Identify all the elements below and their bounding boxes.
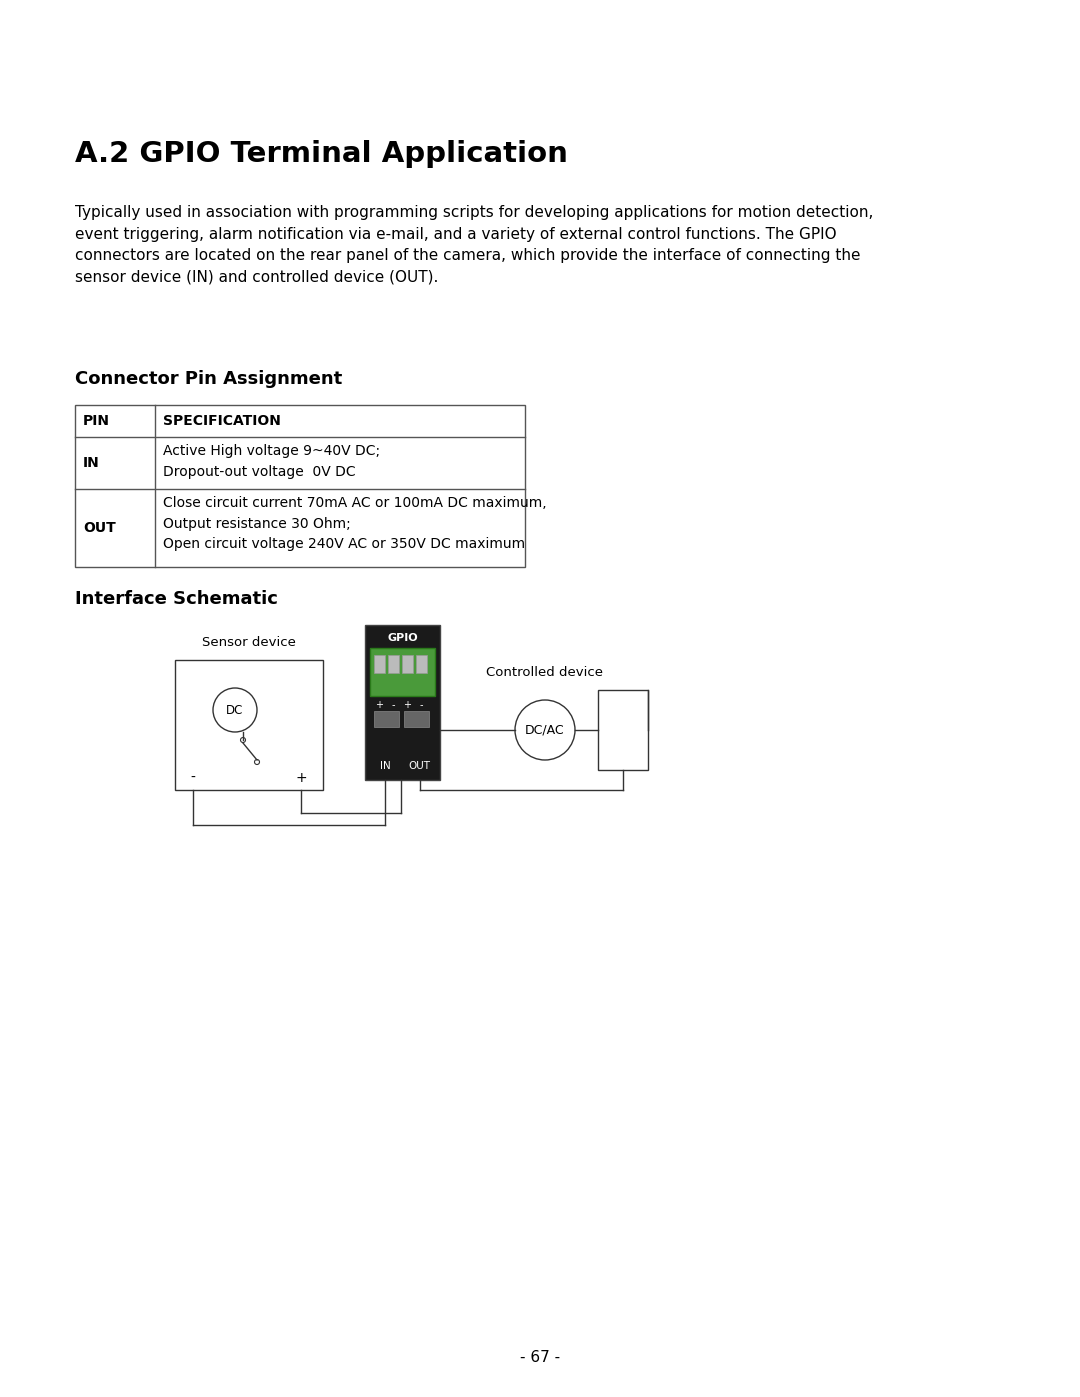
Circle shape xyxy=(213,687,257,732)
Text: DC/AC: DC/AC xyxy=(525,724,565,736)
Bar xyxy=(598,690,648,770)
Bar xyxy=(374,711,399,726)
Text: PIN: PIN xyxy=(83,414,110,427)
Text: +: + xyxy=(404,700,411,710)
Text: A.2 GPIO Terminal Application: A.2 GPIO Terminal Application xyxy=(75,140,568,168)
Bar xyxy=(402,655,413,673)
Circle shape xyxy=(255,760,259,764)
Text: Interface Schematic: Interface Schematic xyxy=(75,590,278,608)
Text: Connector Pin Assignment: Connector Pin Assignment xyxy=(75,370,342,388)
Text: - 67 -: - 67 - xyxy=(519,1351,561,1365)
Text: Controlled device: Controlled device xyxy=(486,665,604,679)
Text: -: - xyxy=(420,700,423,710)
Text: IN: IN xyxy=(380,761,391,771)
Bar xyxy=(365,624,440,780)
Bar xyxy=(416,655,427,673)
Text: DC: DC xyxy=(227,704,244,717)
Text: OUT: OUT xyxy=(83,521,116,535)
Bar xyxy=(75,405,525,567)
Text: -: - xyxy=(392,700,395,710)
Text: GPIO: GPIO xyxy=(388,633,418,643)
Circle shape xyxy=(241,738,245,742)
Bar xyxy=(370,648,435,696)
Text: OUT: OUT xyxy=(408,761,431,771)
Text: +: + xyxy=(376,700,383,710)
Text: Active High voltage 9~40V DC;
Dropout-out voltage  0V DC: Active High voltage 9~40V DC; Dropout-ou… xyxy=(163,444,380,479)
Text: Sensor device: Sensor device xyxy=(202,636,296,648)
Bar xyxy=(404,711,429,726)
Bar xyxy=(374,655,384,673)
Circle shape xyxy=(515,700,575,760)
Text: -: - xyxy=(190,771,195,785)
Text: Close circuit current 70mA AC or 100mA DC maximum,
Output resistance 30 Ohm;
Ope: Close circuit current 70mA AC or 100mA D… xyxy=(163,496,546,552)
Text: SPECIFICATION: SPECIFICATION xyxy=(163,414,281,427)
Text: IN: IN xyxy=(83,455,99,469)
Text: Typically used in association with programming scripts for developing applicatio: Typically used in association with progr… xyxy=(75,205,874,285)
Text: +: + xyxy=(295,771,307,785)
Bar xyxy=(388,655,399,673)
Bar xyxy=(175,659,323,789)
